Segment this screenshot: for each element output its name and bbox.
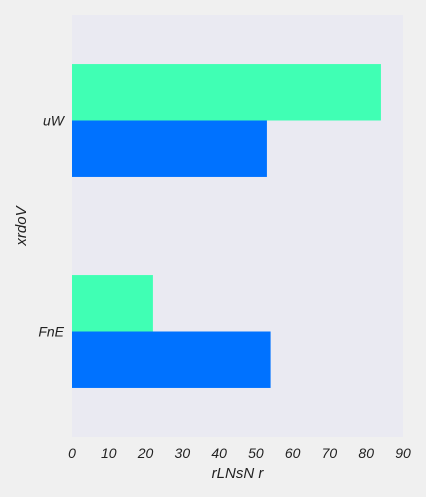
x-tick-label: 90 xyxy=(395,445,411,461)
y-tick-label: FnE xyxy=(38,324,64,340)
x-tick-label: 70 xyxy=(322,445,338,461)
x-axis-label: rLNsN r xyxy=(212,465,265,482)
bar-FnE-series-2 xyxy=(72,331,271,388)
x-tick-labels: 0 10 20 30 40 50 60 70 80 90 xyxy=(68,445,411,461)
bars-group xyxy=(72,64,381,388)
x-tick-label: 80 xyxy=(358,445,374,461)
bar-uW-series-2 xyxy=(72,120,267,177)
x-tick-label: 10 xyxy=(101,445,117,461)
x-tick-label: 30 xyxy=(175,445,191,461)
y-axis-label: xrdoV xyxy=(13,204,30,246)
x-tick-label: 50 xyxy=(248,445,264,461)
x-tick-label: 40 xyxy=(211,445,227,461)
bar-FnE-series-1 xyxy=(72,275,153,332)
bar-uW-series-1 xyxy=(72,64,381,121)
y-tick-label: uW xyxy=(43,113,66,129)
x-tick-label: 60 xyxy=(285,445,301,461)
x-tick-label: 20 xyxy=(137,445,154,461)
x-tick-label: 0 xyxy=(68,445,76,461)
y-tick-labels: uW FnE xyxy=(38,113,65,340)
